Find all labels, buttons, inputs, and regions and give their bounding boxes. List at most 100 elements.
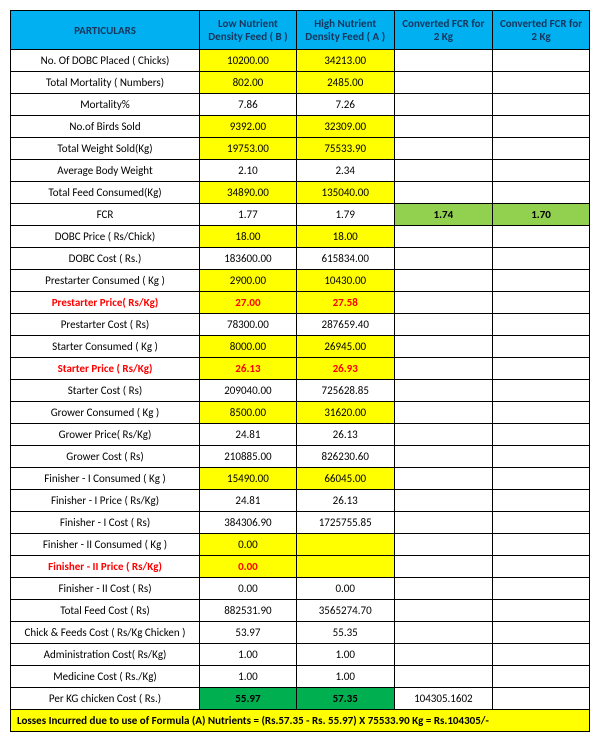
row-val-c <box>394 490 493 512</box>
row-val-a: 75533.90 <box>296 138 394 160</box>
row-val-c <box>394 248 493 270</box>
row-val-d <box>493 534 590 556</box>
row-val-b: 9392.00 <box>199 116 296 138</box>
row-val-a <box>296 556 394 578</box>
row-val-b: 209040.00 <box>199 380 296 402</box>
row-val-b: 8500.00 <box>199 402 296 424</box>
row-val-a: 26945.00 <box>296 336 394 358</box>
row-val-b: 210885.00 <box>199 446 296 468</box>
row-particulars: FCR <box>11 204 200 226</box>
row-val-a: 26.13 <box>296 424 394 446</box>
table-row: Average Body Weight2.102.34 <box>11 160 590 182</box>
table-row: Starter Price ( Rs/Kg)26.1326.93 <box>11 358 590 380</box>
row-val-a: 0.00 <box>296 578 394 600</box>
table-row: Starter Cost ( Rs)209040.00725628.85 <box>11 380 590 402</box>
row-val-c <box>394 556 493 578</box>
row-val-a: 66045.00 <box>296 468 394 490</box>
row-val-b: 1.00 <box>199 644 296 666</box>
header-converted-fcr-1: Converted FCR for 2 Kg <box>394 11 493 50</box>
table-row: No. Of DOBC Placed ( Chicks)10200.003421… <box>11 50 590 72</box>
table-row: Finisher - II Cost ( Rs)0.000.00 <box>11 578 590 600</box>
row-val-c <box>394 534 493 556</box>
row-val-b: 15490.00 <box>199 468 296 490</box>
row-val-d <box>493 116 590 138</box>
row-particulars: Finisher - II Consumed ( Kg ) <box>11 534 200 556</box>
row-val-c <box>394 116 493 138</box>
row-val-d <box>493 490 590 512</box>
row-particulars: Prestarter Consumed ( Kg ) <box>11 270 200 292</box>
table-row: DOBC Price ( Rs/Chick)18.0018.00 <box>11 226 590 248</box>
table-row: Prestarter Consumed ( Kg )2900.0010430.0… <box>11 270 590 292</box>
row-val-b: 1.00 <box>199 666 296 688</box>
row-val-c <box>394 160 493 182</box>
row-particulars: Total Weight Sold(Kg) <box>11 138 200 160</box>
table-row: Prestarter Price( Rs/Kg)27.0027.58 <box>11 292 590 314</box>
row-val-c <box>394 446 493 468</box>
row-val-a: 1.00 <box>296 666 394 688</box>
row-val-d <box>493 446 590 468</box>
row-val-a: 1.79 <box>296 204 394 226</box>
row-val-d <box>493 512 590 534</box>
row-val-c <box>394 270 493 292</box>
row-val-d <box>493 138 590 160</box>
header-high-nutrient: High Nutrient Density Feed ( A ) <box>296 11 394 50</box>
table-row: Finisher - II Price ( Rs/Kg)0.00 <box>11 556 590 578</box>
row-val-c <box>394 424 493 446</box>
table-row: Total Feed Cost ( Rs)882531.903565274.70 <box>11 600 590 622</box>
row-val-c <box>394 226 493 248</box>
row-val-b: 183600.00 <box>199 248 296 270</box>
row-val-b: 7.86 <box>199 94 296 116</box>
row-val-c <box>394 468 493 490</box>
row-val-c <box>394 380 493 402</box>
row-val-d: 1.70 <box>493 204 590 226</box>
row-val-b: 26.13 <box>199 358 296 380</box>
row-val-a: 57.35 <box>296 688 394 710</box>
row-val-a: 1.00 <box>296 644 394 666</box>
row-val-d <box>493 50 590 72</box>
table-row: FCR1.771.791.741.70 <box>11 204 590 226</box>
row-val-c <box>394 622 493 644</box>
row-val-b: 78300.00 <box>199 314 296 336</box>
row-val-d <box>493 270 590 292</box>
table-row: Grower Consumed ( Kg )8500.0031620.00 <box>11 402 590 424</box>
row-val-b: 2.10 <box>199 160 296 182</box>
row-particulars: Prestarter Cost ( Rs) <box>11 314 200 336</box>
row-val-a: 27.58 <box>296 292 394 314</box>
row-val-c <box>394 336 493 358</box>
row-val-d <box>493 248 590 270</box>
row-val-b: 0.00 <box>199 534 296 556</box>
row-val-b: 18.00 <box>199 226 296 248</box>
row-val-d <box>493 314 590 336</box>
row-particulars: Finisher - I Cost ( Rs) <box>11 512 200 534</box>
row-val-c <box>394 292 493 314</box>
row-val-b: 802.00 <box>199 72 296 94</box>
row-val-a: 26.93 <box>296 358 394 380</box>
row-val-b: 0.00 <box>199 578 296 600</box>
row-val-d <box>493 666 590 688</box>
row-particulars: Starter Cost ( Rs) <box>11 380 200 402</box>
row-val-b: 384306.90 <box>199 512 296 534</box>
table-row: Grower Cost ( Rs)210885.00826230.60 <box>11 446 590 468</box>
row-val-a: 55.35 <box>296 622 394 644</box>
row-val-d <box>493 622 590 644</box>
row-val-b: 24.81 <box>199 490 296 512</box>
table-row: Finisher - II Consumed ( Kg )0.00 <box>11 534 590 556</box>
row-val-a: 2.34 <box>296 160 394 182</box>
table-body: No. Of DOBC Placed ( Chicks)10200.003421… <box>11 50 590 710</box>
row-val-c <box>394 50 493 72</box>
table-row: Finisher - I Price ( Rs/Kg)24.8126.13 <box>11 490 590 512</box>
row-val-c <box>394 644 493 666</box>
row-val-b: 2900.00 <box>199 270 296 292</box>
row-val-d <box>493 688 590 710</box>
row-val-b: 10200.00 <box>199 50 296 72</box>
row-val-a <box>296 534 394 556</box>
row-val-a: 7.26 <box>296 94 394 116</box>
row-val-b: 1.77 <box>199 204 296 226</box>
row-val-d <box>493 600 590 622</box>
row-val-d <box>493 578 590 600</box>
row-val-d <box>493 380 590 402</box>
row-particulars: Prestarter Price( Rs/Kg) <box>11 292 200 314</box>
row-val-b: 27.00 <box>199 292 296 314</box>
row-val-a: 826230.60 <box>296 446 394 468</box>
row-val-b: 34890.00 <box>199 182 296 204</box>
